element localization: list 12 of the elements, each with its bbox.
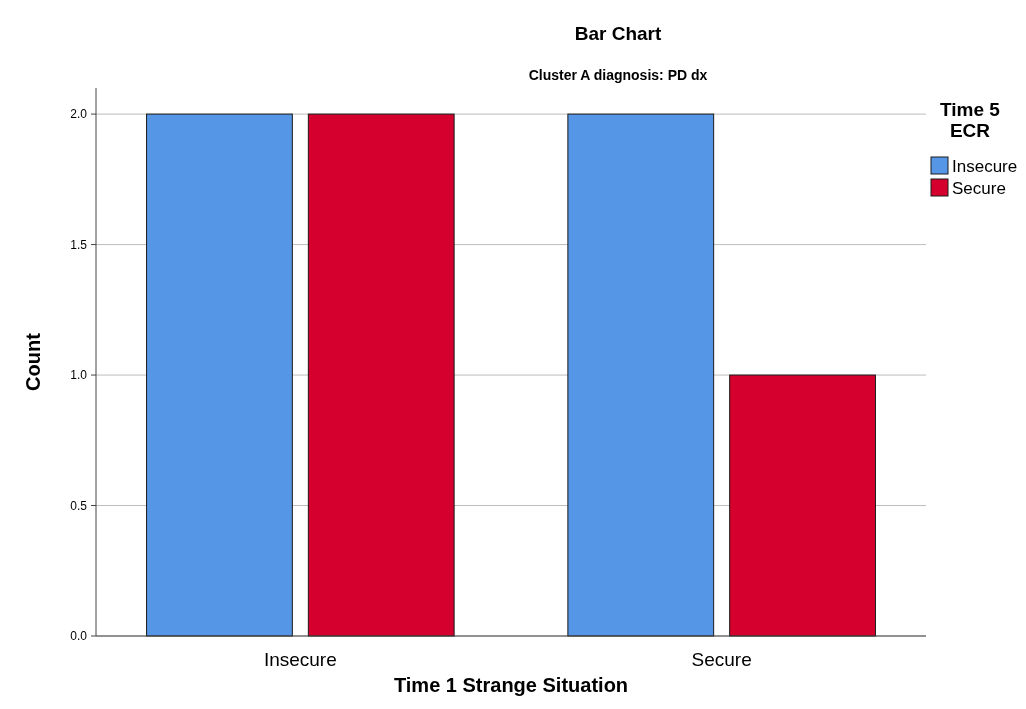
y-tick-label: 1.5 — [70, 237, 88, 252]
y-tick-label: 0.5 — [70, 498, 88, 513]
chart-title: Bar Chart — [574, 23, 662, 44]
x-axis-title: Time 1 Strange Situation — [393, 674, 629, 696]
y-axis-title: Count — [22, 332, 44, 391]
y-tick-label: 2.0 — [70, 107, 88, 122]
legend-label: Insecure — [952, 156, 1018, 176]
y-tick-label: 0.0 — [70, 629, 88, 644]
chart-subtitle: Cluster A diagnosis: PD dx — [528, 67, 708, 83]
legend-title: Time 5 ECR — [940, 99, 1001, 141]
legend-label: Secure — [952, 178, 1006, 198]
y-tick-label: 1.0 — [70, 368, 88, 383]
